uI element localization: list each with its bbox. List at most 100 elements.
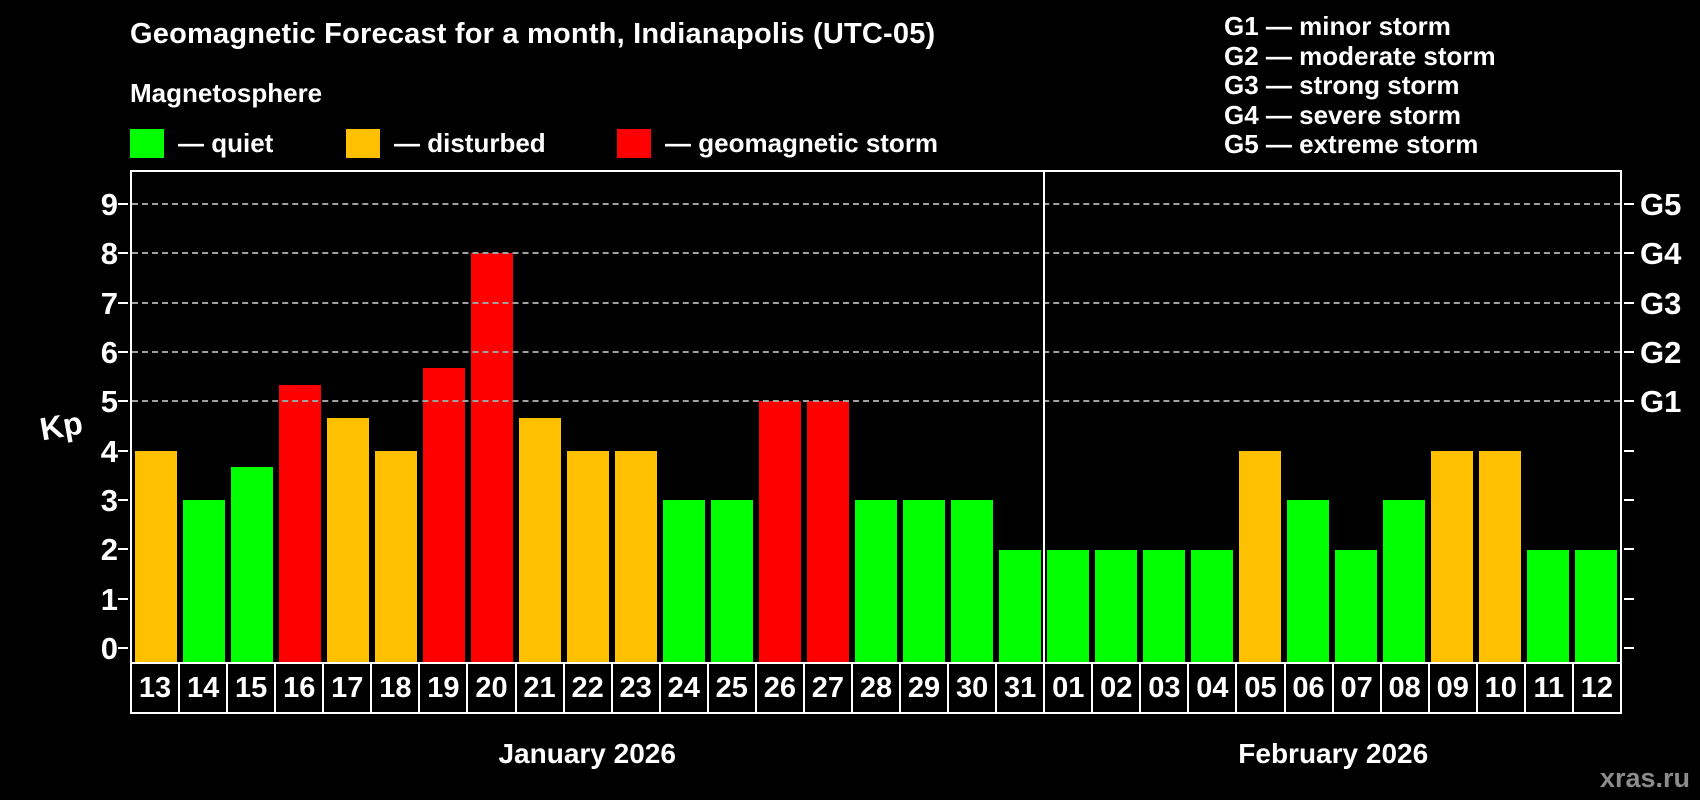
gridline-kp6 — [132, 351, 1620, 354]
bar-slot-23 — [612, 172, 660, 662]
kp-axis-tick-right-5 — [1624, 400, 1634, 403]
bar-slot-01 — [1044, 172, 1092, 662]
day-axis-row: 13 14 15 16 17 18 19 20 21 22 23 24 25 26 27 28 29 30 31 01… — [130, 662, 1622, 714]
kp-bar-february-05 — [1239, 450, 1281, 662]
day-label-january-13: 13 — [138, 671, 172, 704]
day-label-january-30: 30 — [947, 664, 995, 712]
kp-bar-january-30 — [951, 500, 993, 662]
kp-axis-tick-left-2 — [118, 548, 128, 551]
kp-axis-tick-right-1 — [1624, 597, 1634, 600]
day-label-january-17: 17 — [322, 664, 370, 712]
bar-slot-26 — [756, 172, 804, 662]
kp-bar-january-31 — [999, 549, 1041, 662]
kp-bar-january-28 — [855, 500, 897, 662]
month-separator-line — [1043, 172, 1045, 662]
day-label-february-10: 10 — [1475, 664, 1524, 712]
legend-label-quiet: — quiet — [178, 127, 274, 158]
bar-slot-15 — [228, 172, 276, 662]
day-label-january-25: 25 — [706, 664, 755, 712]
legend-label-storm: — geomagnetic storm — [665, 127, 939, 158]
g-legend-line-2: G2 — moderate storm — [1224, 40, 1496, 71]
bar-slot-17 — [324, 172, 372, 662]
kp-bar-february-02 — [1095, 549, 1137, 662]
kp-bar-february-12 — [1575, 549, 1617, 662]
month-label-january: January 2026 — [498, 738, 676, 769]
kp-bar-january-25 — [711, 500, 753, 662]
day-label-february-02: 02 — [1091, 664, 1139, 712]
g-axis-label-g2: G2 — [1640, 335, 1682, 371]
kp-axis-tick-right-3 — [1624, 499, 1634, 502]
day-label-january-27: 27 — [802, 664, 851, 712]
day-label-january-26: 26 — [754, 664, 803, 712]
day-label-february-03: 03 — [1139, 664, 1187, 712]
bar-slot-29 — [900, 172, 948, 662]
legend-item-storm: — geomagnetic storm — [617, 126, 938, 160]
kp-bar-january-18 — [375, 450, 417, 662]
magnetosphere-legend-heading: Magnetosphere — [130, 78, 323, 108]
magnetosphere-legend: — quiet — disturbed — geomagnetic storm — [0, 126, 1100, 160]
kp-bar-february-01 — [1047, 549, 1089, 662]
kp-tick-label-1: 1 — [100, 581, 118, 617]
kp-axis-tick-right-2 — [1624, 548, 1634, 551]
bar-slot-28 — [852, 172, 900, 662]
bar-slot-20 — [468, 172, 516, 662]
g-scale-legend: G1 — minor storm G2 — moderate storm G3 — … — [1224, 11, 1496, 160]
kp-bar-january-15 — [231, 467, 273, 662]
day-label-january-14: 14 — [178, 664, 226, 712]
kp-bar-january-17 — [327, 417, 369, 662]
kp-tick-label-6: 6 — [100, 335, 118, 371]
kp-bar-february-07 — [1335, 549, 1377, 662]
bar-slot-11 — [1524, 172, 1572, 662]
day-label-february-07: 07 — [1331, 664, 1380, 712]
day-label-february-11: 11 — [1523, 664, 1572, 712]
kp-bar-february-06 — [1287, 500, 1329, 662]
bar-slot-12 — [1572, 172, 1620, 662]
bar-slot-05 — [1236, 172, 1284, 662]
kp-bar-january-27 — [807, 401, 849, 662]
kp-bar-january-29 — [903, 500, 945, 662]
bar-slot-25 — [708, 172, 756, 662]
day-label-january-19: 19 — [418, 664, 466, 712]
kp-axis-tick-right-6 — [1624, 351, 1634, 354]
kp-axis-tick-left-8 — [118, 252, 128, 255]
month-label-february: February 2026 — [1238, 738, 1429, 769]
kp-tick-label-8: 8 — [100, 236, 118, 272]
kp-tick-label-5: 5 — [100, 384, 118, 420]
kp-axis-tick-left-7 — [118, 301, 128, 304]
kp-tick-label-7: 7 — [100, 285, 118, 321]
bar-slot-04 — [1188, 172, 1236, 662]
kp-axis-tick-left-5 — [118, 400, 128, 403]
kp-bar-january-22 — [567, 450, 609, 662]
day-label-february-08: 08 — [1379, 664, 1428, 712]
kp-tick-label-3: 3 — [100, 483, 118, 519]
kp-axis-tick-left-0 — [118, 647, 128, 650]
g-legend-line-4: G4 — severe storm — [1224, 99, 1462, 130]
kp-tick-label-2: 2 — [100, 532, 118, 568]
bar-slot-31 — [996, 172, 1044, 662]
bar-slot-02 — [1092, 172, 1140, 662]
legend-item-quiet: — quiet — [130, 126, 273, 160]
day-label-january-16: 16 — [274, 664, 322, 712]
bar-slot-18 — [372, 172, 420, 662]
day-label-february-04: 04 — [1187, 664, 1235, 712]
bar-slot-06 — [1284, 172, 1332, 662]
bar-slot-13 — [132, 172, 180, 662]
day-label-february-06: 06 — [1283, 664, 1332, 712]
day-label-january-20: 20 — [466, 664, 514, 712]
kp-bar-january-16 — [279, 385, 321, 662]
bar-slot-30 — [948, 172, 996, 662]
kp-axis-tick-right-9 — [1624, 203, 1634, 206]
g-legend-line-3: G3 — strong storm — [1224, 70, 1460, 100]
kp-bar-january-19 — [423, 368, 465, 662]
day-label-january-24: 24 — [658, 664, 707, 712]
gridline-kp9 — [132, 203, 1620, 206]
g-legend-line-5: G5 — extreme storm — [1224, 129, 1479, 159]
kp-axis-tick-left-6 — [118, 351, 128, 354]
g-axis-label-g1: G1 — [1640, 384, 1682, 420]
plot-area: 0 1 2 3 4 5 6 7 8 9 G1 G2 G3 G4 G5 — [101, 170, 1681, 664]
gridline-kp8 — [132, 252, 1620, 255]
bar-slot-14 — [180, 172, 228, 662]
watermark: xras.ru — [1599, 763, 1690, 793]
kp-axis-tick-left-3 — [118, 499, 128, 502]
